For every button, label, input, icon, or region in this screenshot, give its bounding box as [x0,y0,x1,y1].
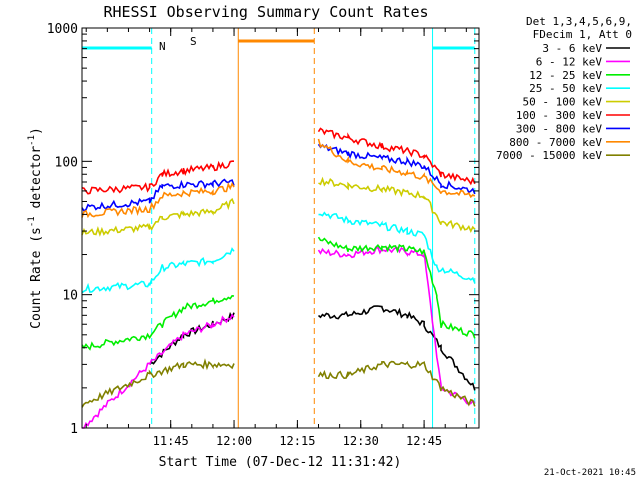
series-line [81,181,235,219]
series-line [318,211,476,284]
y-axis-label-part-1: Count Rate (s [29,227,44,329]
y-tick-label: 1 [70,422,78,437]
y-axis-label-sup-1: -1 [27,216,37,227]
legend-entry-label: 25 - 50 keV [529,82,602,95]
series-line [81,178,235,213]
legend-entry-label: 6 - 12 keV [536,55,603,68]
y-axis-label-sup-2: -1 [27,135,37,146]
series-line [81,197,235,237]
annotation-s: S [190,35,197,48]
legend-entry-label: 300 - 800 keV [516,122,602,135]
legend-entry-label: 800 - 7000 keV [509,136,602,149]
y-axis-label-part-3: ) [29,127,44,135]
legend-entry-label: 7000 - 15000 keV [496,149,602,162]
x-tick-label: 12:45 [406,434,442,448]
legend-entry-label: 3 - 6 keV [542,42,602,55]
y-tick-label: 100 [55,155,78,170]
chart-title: RHESSI Observing Summary Count Rates [103,3,428,21]
annotation-n: N [159,40,166,53]
observing-intervals [82,28,476,428]
x-tick-label: 12:30 [343,434,379,448]
x-tick-label: 12:00 [216,434,252,448]
legend-entry-label: 12 - 25 keV [529,69,602,82]
series-line [317,127,476,186]
series-line [81,294,235,351]
series-line [318,176,476,233]
plot-frame [81,27,480,429]
series-layer [81,127,476,429]
series-line [317,143,476,195]
y-axis-label: Count Rate (s-1 detector-1) [27,127,44,329]
y-tick-label: 10 [62,289,78,304]
series-line [81,160,234,195]
x-tick-label: 11:45 [153,434,189,448]
series-line [317,305,476,391]
y-tick-label: 1000 [47,22,78,37]
x-axis-label: Start Time (07-Dec-12 11:31:42) [159,455,402,470]
series-line [317,236,476,339]
axis-ticks: 11:45 12:00 12:15 12:30 12:45 1 10 100 1000 [47,22,479,448]
legend-header-line-2: FDecim 1, Att 0 [533,28,632,41]
y-axis-label-part-2: detector [29,146,44,217]
series-line [81,358,235,408]
series-line [317,138,476,199]
series-line [317,360,476,407]
timestamp: 21-Oct-2021 10:45 [544,468,636,478]
x-tick-label: 12:15 [279,434,315,448]
legend-header-line-1: Det 1,3,4,5,6,9, [526,15,632,28]
series-line [82,313,235,429]
legend-entry-label: 50 - 100 keV [523,96,603,109]
series-line [81,247,235,294]
legend-entry-label: 100 - 300 keV [516,109,602,122]
